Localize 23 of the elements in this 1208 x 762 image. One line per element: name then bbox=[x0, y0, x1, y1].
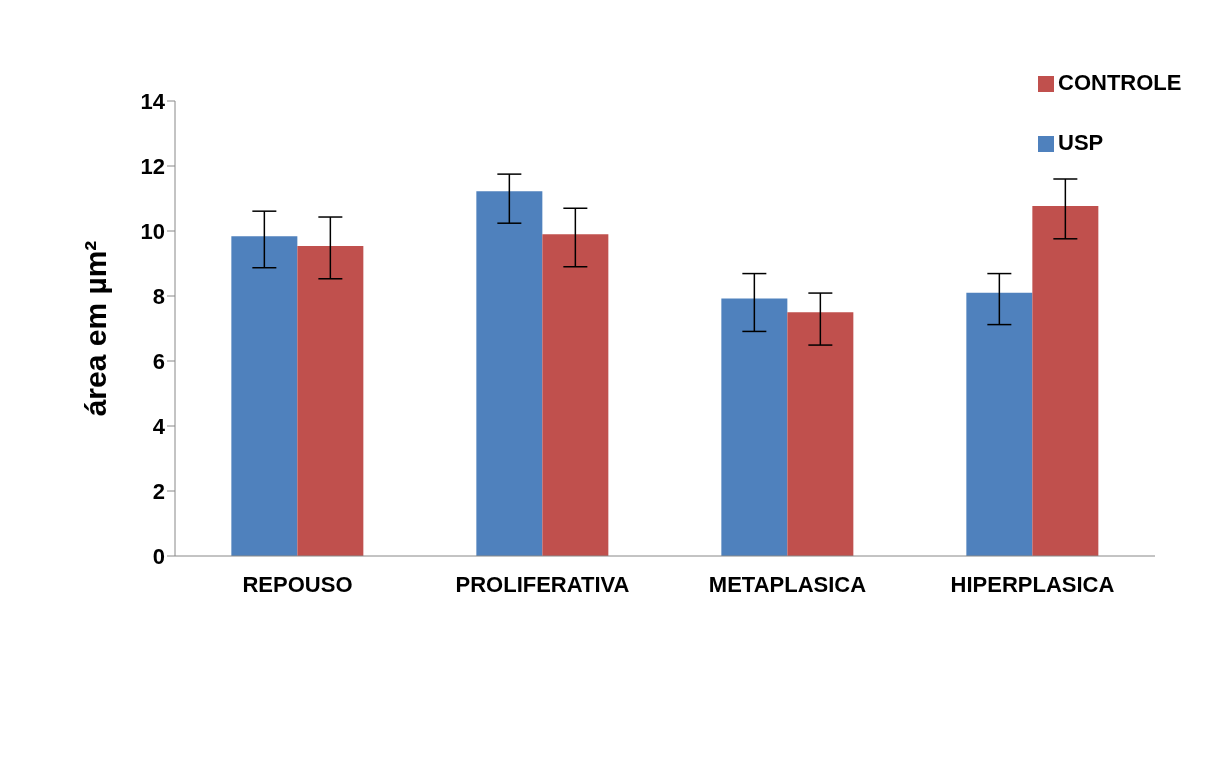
y-tick-label: 14 bbox=[140, 88, 166, 114]
x-tick-label: METAPLASICA bbox=[708, 571, 867, 597]
y-tick-label: 4 bbox=[152, 413, 166, 439]
bar bbox=[966, 292, 1033, 556]
x-tick-label: HIPERPLASICA bbox=[950, 571, 1115, 597]
bar bbox=[542, 234, 609, 556]
y-tick-label: 6 bbox=[152, 348, 165, 374]
y-axis-title: área em µm² bbox=[78, 240, 112, 417]
legend-label: USP bbox=[1058, 130, 1104, 155]
y-tick-label: 12 bbox=[140, 153, 165, 179]
x-tick-label: REPOUSO bbox=[242, 571, 353, 597]
bar bbox=[1032, 205, 1099, 556]
y-tick-label: 2 bbox=[152, 478, 165, 504]
y-tick-label: 10 bbox=[140, 218, 165, 244]
x-tick-label: PROLIFERATIVA bbox=[455, 571, 630, 597]
bar bbox=[297, 245, 364, 556]
bar bbox=[721, 298, 788, 556]
bar bbox=[476, 191, 543, 556]
bar bbox=[787, 312, 854, 556]
legend-label: CONTROLE bbox=[1058, 70, 1182, 95]
y-tick-label: 0 bbox=[152, 543, 165, 569]
y-tick-label: 8 bbox=[152, 283, 165, 309]
bar bbox=[231, 236, 298, 556]
